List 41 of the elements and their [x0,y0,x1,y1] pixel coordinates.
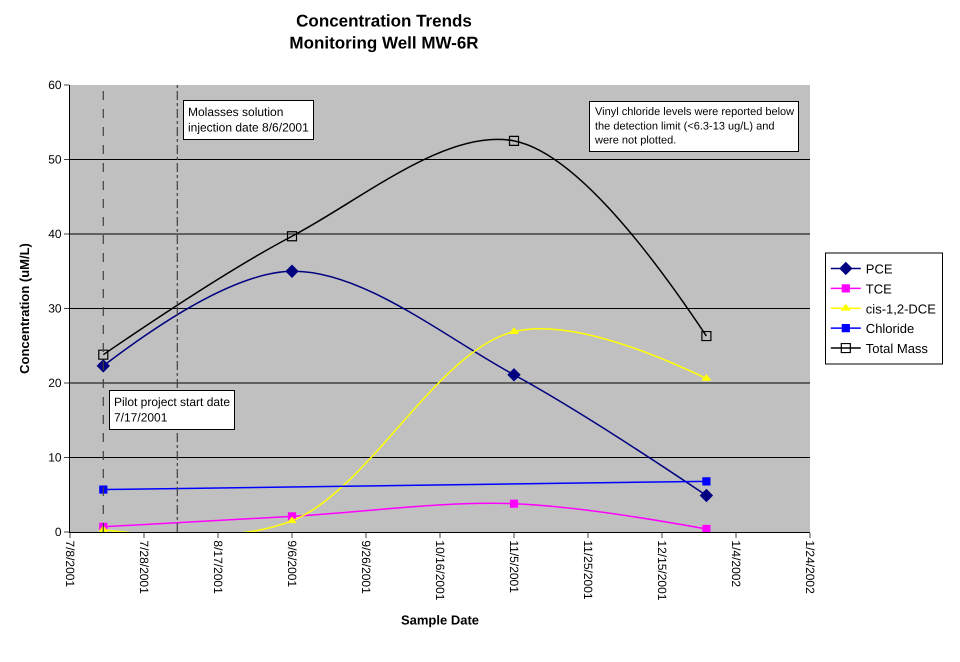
y-tick-label: 60 [48,78,62,92]
x-tick-label: 11/5/2001 [507,540,522,594]
x-tick-label: 7/28/2001 [137,540,152,594]
point [508,368,520,382]
y-tick-label: 20 [48,376,62,390]
legend-label: Chloride [866,321,914,336]
x-tick-label: 1/4/2002 [729,540,744,588]
x-tick-label: 10/16/2001 [433,540,448,601]
x-tick-label: 7/8/2001 [63,540,78,588]
point [702,477,710,486]
x-axis-title: Sample Date [400,612,480,628]
point [510,500,518,508]
point [286,231,298,242]
y-tick-label: 10 [48,450,62,465]
point [287,516,297,524]
y-axis-title: Concentration (uM/L) [17,243,32,374]
x-tick-label: 1/24/2002 [803,540,818,594]
point [98,350,108,360]
legend-label: cis-1,2-DCE [866,301,936,316]
chart-title: Concentration Trends Monitoring Well MW-6R [289,11,479,53]
legend-label: Total Mass [866,341,928,356]
x-tick-label: 11/25/2001 [581,540,596,600]
annotation: Vinyl chloride levels were reported below the detection limit (<6.3-13 ug/L) and were not plotted. [594,106,794,147]
ref-line-label: Molasses solution injection date 8/6/2001 [188,105,310,135]
point [286,264,298,278]
point [700,489,713,502]
y-tick-label: 0 [54,525,62,540]
ref-line-label: Pilot project start date 7/17/2001 [114,395,230,425]
y-tick-label: 30 [48,302,62,316]
x-tick-label: 9/26/2001 [359,540,374,594]
legend-label: TCE [866,281,892,296]
x-tick-label: 12/15/2001 [655,540,670,601]
x-tick-label: 9/6/2001 [285,540,300,588]
point [508,136,520,146]
y-tick-label: 50 [48,152,62,167]
legend-label: PCE [866,262,893,277]
y-tick-label: 40 [48,227,62,242]
point [702,374,712,381]
x-tick-label: 8/17/2001 [211,540,226,594]
point [702,524,710,532]
point [701,330,712,342]
